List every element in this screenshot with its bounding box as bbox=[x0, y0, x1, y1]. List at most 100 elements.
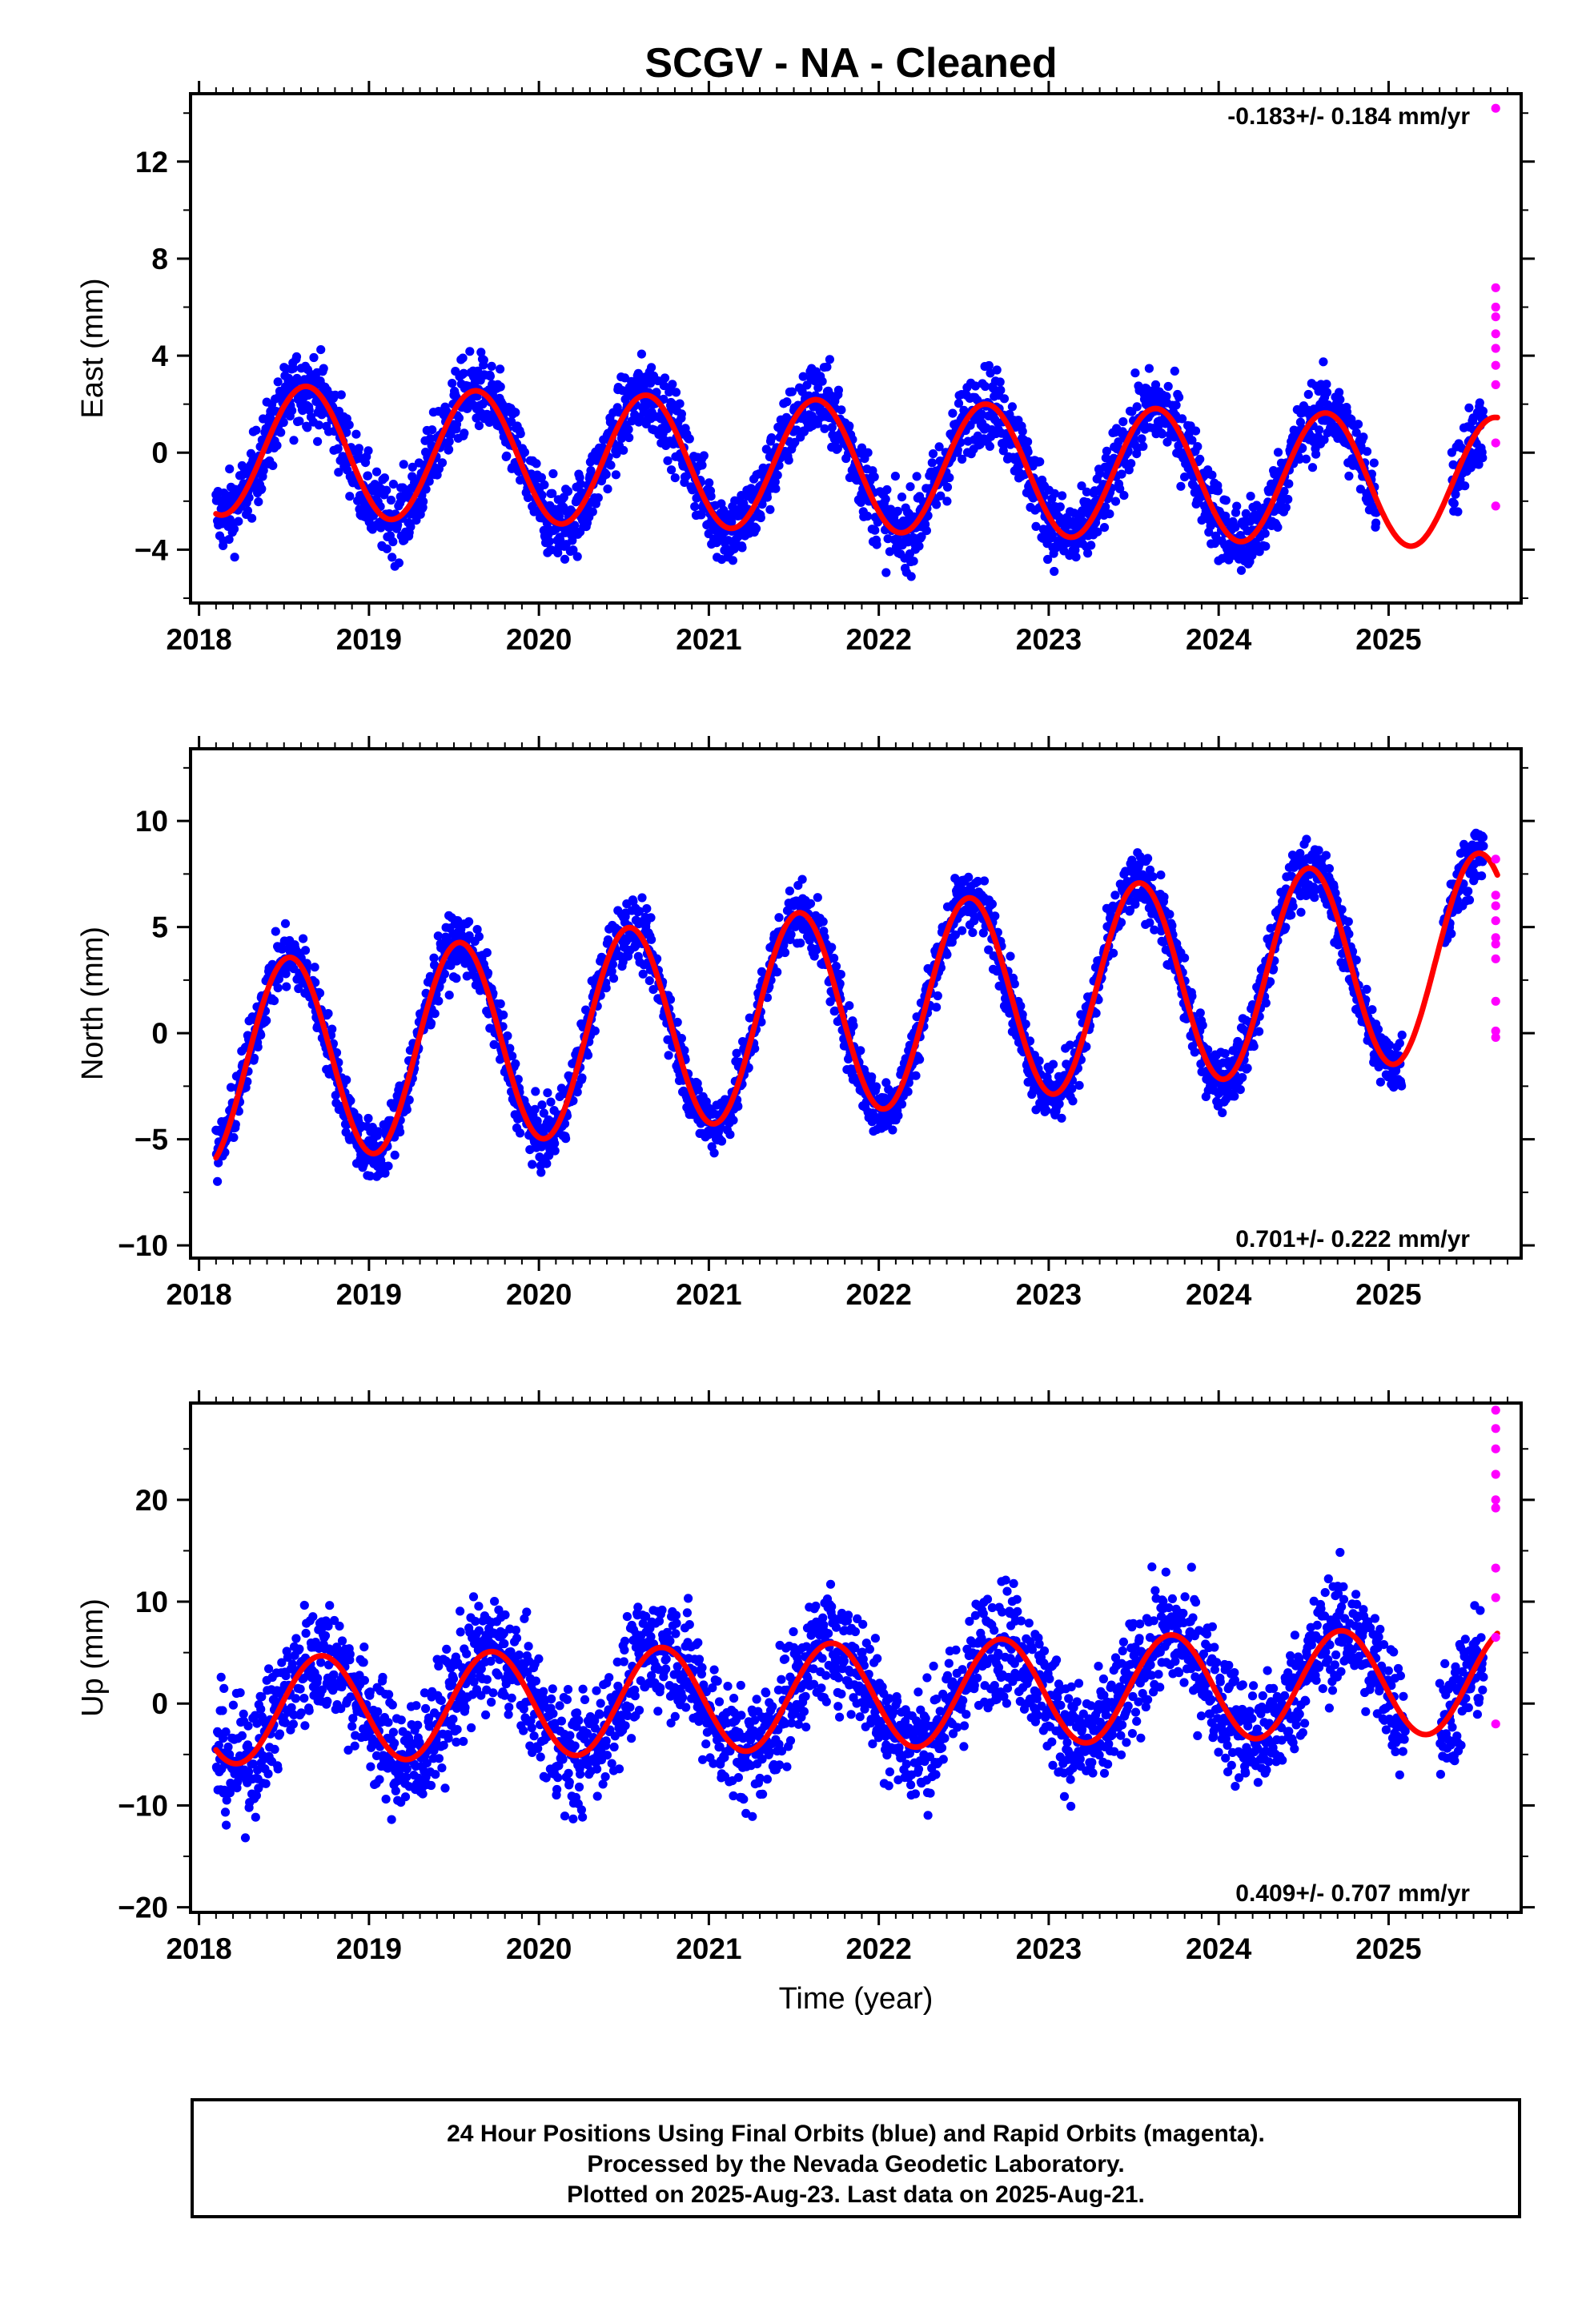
final-orbit-point bbox=[624, 432, 634, 443]
rapid-orbit-point bbox=[1491, 103, 1500, 113]
x-tick-label: 2025 bbox=[1355, 623, 1421, 656]
final-orbit-point bbox=[556, 535, 565, 545]
x-tick-label: 2019 bbox=[336, 623, 402, 656]
final-orbit-point bbox=[1176, 481, 1186, 491]
final-orbit-point bbox=[303, 423, 312, 432]
final-orbit-point bbox=[548, 489, 557, 498]
final-orbit-point bbox=[388, 480, 398, 489]
final-orbit-point bbox=[299, 934, 308, 943]
final-orbit-point bbox=[327, 1024, 337, 1034]
final-orbit-point bbox=[727, 517, 737, 527]
final-orbit-point bbox=[419, 497, 428, 506]
final-orbit-point bbox=[1303, 389, 1313, 400]
north-plot-frame bbox=[189, 747, 1523, 1260]
final-orbit-point bbox=[1023, 437, 1033, 447]
final-orbit-point bbox=[644, 976, 654, 986]
final-orbit-point bbox=[1453, 507, 1463, 517]
final-orbit-point bbox=[653, 376, 663, 386]
final-orbit-point bbox=[273, 983, 283, 993]
y-tick-label: 4 bbox=[151, 340, 168, 372]
final-orbit-point bbox=[1144, 364, 1154, 373]
final-orbit-point bbox=[829, 953, 839, 963]
final-orbit-point bbox=[346, 1096, 355, 1105]
final-orbit-point bbox=[363, 471, 372, 480]
final-orbit-point bbox=[406, 522, 416, 532]
final-orbit-point bbox=[383, 1161, 393, 1171]
final-orbit-point bbox=[928, 449, 938, 459]
final-orbit-point bbox=[1335, 388, 1344, 397]
final-orbit-point bbox=[268, 460, 278, 471]
final-orbit-point bbox=[948, 408, 958, 418]
final-orbit-point bbox=[601, 469, 611, 480]
east-model-line bbox=[213, 383, 1500, 549]
final-orbit-point bbox=[226, 1083, 236, 1092]
final-orbit-point bbox=[444, 444, 454, 454]
final-orbit-point bbox=[433, 931, 443, 941]
final-orbit-point bbox=[671, 388, 681, 397]
final-orbit-point bbox=[756, 513, 765, 523]
final-orbit-point bbox=[1319, 357, 1328, 367]
final-orbit-point bbox=[496, 999, 505, 1009]
final-orbit-point bbox=[426, 1019, 436, 1028]
final-orbit-point bbox=[520, 448, 530, 457]
final-orbit-point bbox=[1311, 449, 1321, 459]
x-tick-label: 2019 bbox=[336, 1278, 402, 1311]
final-orbit-point bbox=[1283, 494, 1293, 505]
final-orbit-point bbox=[489, 1039, 499, 1049]
final-orbit-point bbox=[342, 428, 351, 437]
final-orbit-point bbox=[805, 899, 816, 908]
final-orbit-point bbox=[905, 482, 915, 492]
final-orbit-point bbox=[725, 1130, 735, 1140]
final-orbit-point bbox=[765, 505, 775, 514]
x-tick-label: 2020 bbox=[506, 623, 572, 656]
final-orbit-point bbox=[577, 1073, 587, 1083]
final-orbit-point bbox=[1284, 479, 1294, 489]
final-orbit-point bbox=[295, 416, 304, 426]
final-orbit-point bbox=[1018, 427, 1027, 436]
final-orbit-point bbox=[304, 405, 314, 415]
final-orbit-point bbox=[402, 1105, 412, 1115]
final-orbit-point bbox=[857, 443, 867, 452]
final-orbit-point bbox=[229, 525, 239, 534]
final-orbit-point bbox=[885, 547, 894, 557]
final-orbit-point bbox=[1449, 499, 1459, 509]
final-orbit-point bbox=[1082, 487, 1091, 497]
final-orbit-point bbox=[288, 364, 298, 373]
final-orbit-point bbox=[770, 477, 780, 487]
final-orbit-point bbox=[771, 484, 781, 493]
final-orbit-point bbox=[319, 364, 328, 373]
final-orbit-point bbox=[903, 1087, 913, 1096]
final-orbit-point bbox=[550, 1146, 560, 1156]
final-orbit-point bbox=[543, 1088, 552, 1098]
final-orbit-point bbox=[968, 927, 978, 938]
final-orbit-point bbox=[371, 467, 382, 476]
final-orbit-point bbox=[954, 399, 964, 408]
final-orbit-point bbox=[647, 363, 656, 372]
final-orbit-point bbox=[1162, 437, 1172, 447]
final-orbit-point bbox=[257, 484, 267, 494]
final-orbit-point bbox=[709, 1148, 719, 1158]
final-orbit-point bbox=[399, 460, 408, 469]
final-orbit-point bbox=[458, 353, 468, 363]
final-orbit-point bbox=[1281, 503, 1291, 513]
final-orbit-point bbox=[1247, 550, 1257, 561]
final-orbit-point bbox=[561, 1134, 571, 1144]
final-orbit-point bbox=[336, 390, 346, 400]
y-tick-label: −4 bbox=[135, 533, 169, 566]
final-orbit-point bbox=[1130, 368, 1140, 378]
final-orbit-point bbox=[867, 1072, 877, 1082]
final-orbit-point bbox=[483, 968, 493, 978]
final-orbit-point bbox=[767, 433, 777, 443]
final-orbit-point bbox=[344, 420, 354, 430]
final-orbit-point bbox=[446, 429, 456, 440]
final-orbit-point bbox=[1451, 489, 1460, 499]
final-orbit-point bbox=[224, 535, 234, 545]
final-orbit-point bbox=[570, 521, 580, 530]
final-orbit-point bbox=[487, 361, 496, 371]
x-tick-label: 2020 bbox=[506, 1278, 572, 1311]
final-orbit-point bbox=[608, 974, 619, 983]
final-orbit-point bbox=[1260, 529, 1270, 538]
final-orbit-point bbox=[1158, 429, 1167, 439]
final-orbit-point bbox=[1193, 442, 1203, 452]
final-orbit-point bbox=[979, 876, 990, 886]
